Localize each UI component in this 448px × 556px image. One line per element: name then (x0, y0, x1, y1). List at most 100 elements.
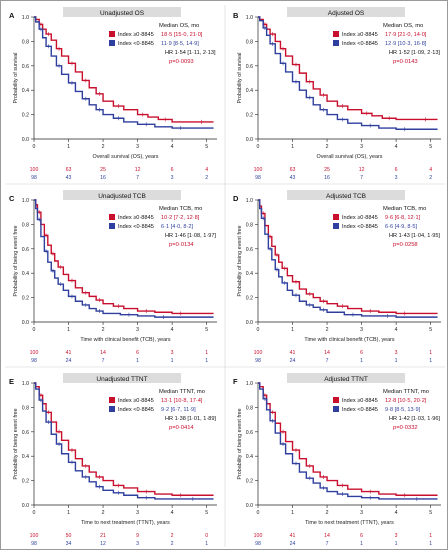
legend-entry-name: Index <0·8845 (118, 407, 154, 413)
legend-entry-value: 17·9 [21·0, 14·0] (385, 32, 427, 38)
risk-count: 1 (171, 358, 174, 364)
km-curve-high-index (34, 382, 214, 496)
x-tick-label: 3 (360, 510, 363, 516)
y-tick-label: 0.4 (22, 271, 29, 277)
risk-count: 24 (290, 541, 296, 547)
km-curve-high-index (34, 199, 214, 315)
y-axis-label: Probability of being event free (13, 408, 19, 479)
risk-count: 1 (205, 358, 208, 364)
risk-count: 0 (205, 533, 208, 539)
y-tick-label: 0.4 (246, 454, 253, 460)
panel-d: D Adjusted TCB 0.0 0.2 0.4 0.6 0.8 1.0 0 1 2 3 4 5 Tim… (233, 190, 441, 364)
risk-count: 14 (324, 350, 330, 356)
y-tick-label: 0.6 (22, 430, 29, 436)
x-tick-label: 3 (136, 144, 139, 150)
legend-swatch (109, 31, 115, 37)
risk-count: 63 (290, 167, 296, 173)
x-axis-label: Time to next treatment (TTNT), years (81, 520, 170, 526)
risk-count: 41 (290, 533, 296, 539)
x-tick-label: 0 (33, 327, 36, 333)
chart-title: Unadjusted TTNT (96, 376, 147, 383)
x-tick-label: 3 (360, 144, 363, 150)
y-tick-label: 0.8 (22, 405, 29, 411)
legend-swatch (333, 31, 339, 37)
km-curve-low-index (258, 382, 438, 500)
x-tick-label: 0 (257, 510, 260, 516)
risk-count: 14 (100, 350, 106, 356)
x-tick-label: 3 (136, 510, 139, 516)
legend-swatch (333, 214, 339, 220)
legend-entry-name: Index <0·8845 (342, 224, 378, 230)
panel-a: A Unadjusted OS0.00.20.40.60.81.00 1 2 3 4 5Ov… (9, 7, 217, 181)
legend-swatch (109, 397, 115, 403)
x-tick-label: 1 (291, 510, 294, 516)
x-tick-label: 1 (291, 327, 294, 333)
risk-count: 7 (326, 541, 329, 547)
y-tick-label: 0.2 (246, 296, 253, 302)
legend-swatch (333, 406, 339, 412)
chart-title: Unadjusted TCB (98, 193, 146, 200)
risk-count: 2 (205, 175, 208, 181)
risk-count: 6 (360, 350, 363, 356)
x-tick-label: 2 (326, 327, 329, 333)
km-curve-low-index (34, 16, 214, 129)
hazard-ratio: HR 1·43 [1·04, 1·95] (389, 233, 440, 239)
risk-count: 24 (290, 358, 296, 364)
y-tick-label: 1.0 (22, 198, 29, 204)
risk-count: 63 (66, 167, 72, 173)
x-axis-label: Overall survival (OS), years (317, 154, 383, 160)
legend-swatch (333, 397, 339, 403)
risk-count: 12 (135, 167, 141, 173)
risk-count: 1 (429, 533, 432, 539)
legend-entry-value: 12·8 [10·5, 20·2] (385, 398, 427, 404)
risk-count: 16 (100, 175, 106, 181)
title-bar (63, 7, 181, 17)
y-tick-label: 0.4 (22, 454, 29, 460)
risk-count: 1 (429, 541, 432, 547)
x-tick-label: 0 (33, 144, 36, 150)
legend-swatch (109, 406, 115, 412)
risk-count: 3 (395, 533, 398, 539)
panel-c: C Unadjusted TCB 0.0 0.2 0.4 0.6 0.8 1.0 0 1 2 3 4 5 T… (9, 190, 217, 364)
y-tick-label: 0.8 (246, 39, 253, 45)
risk-count: 21 (100, 533, 106, 539)
p-value: p=0·0414 (169, 425, 194, 431)
y-tick-label: 0.0 (246, 137, 253, 143)
risk-count: 34 (66, 541, 72, 547)
title-bar (63, 373, 181, 383)
risk-count: 25 (100, 167, 106, 173)
risk-count: 25 (324, 167, 330, 173)
risk-count: 9 (136, 533, 139, 539)
y-tick-label: 0.4 (246, 88, 253, 94)
y-tick-label: 0.8 (22, 222, 29, 228)
x-tick-label: 4 (395, 144, 398, 150)
p-value: p=0·0093 (169, 59, 194, 65)
risk-count: 14 (324, 533, 330, 539)
x-tick-label: 5 (429, 327, 432, 333)
risk-count: 7 (326, 358, 329, 364)
legend-swatch (333, 223, 339, 229)
risk-count: 41 (290, 350, 296, 356)
panel-letter: A (9, 11, 15, 20)
y-tick-label: 0.8 (246, 405, 253, 411)
legend-entry-value: 9·2 [6·7, 11·9] (161, 407, 196, 413)
y-tick-label: 1.0 (22, 15, 29, 21)
x-tick-label: 0 (257, 327, 260, 333)
y-tick-label: 0.6 (22, 64, 29, 70)
risk-count: 6 (395, 167, 398, 173)
risk-count: 41 (66, 350, 72, 356)
y-tick-label: 0.2 (22, 113, 29, 119)
legend-header: Median TTNT, mo (159, 389, 205, 395)
risk-count: 98 (255, 175, 261, 181)
legend-header: Median TTNT, mo (383, 389, 429, 395)
legend-entry-name: Index ≥0·8845 (342, 215, 378, 221)
risk-count: 98 (255, 358, 261, 364)
risk-count: 1 (395, 541, 398, 547)
risk-count: 2 (171, 533, 174, 539)
x-tick-label: 5 (429, 510, 432, 516)
legend-entry-value: 12·9 [10·3, 16·8] (385, 41, 427, 47)
x-tick-label: 1 (67, 510, 70, 516)
km-curve-high-index (258, 16, 438, 121)
